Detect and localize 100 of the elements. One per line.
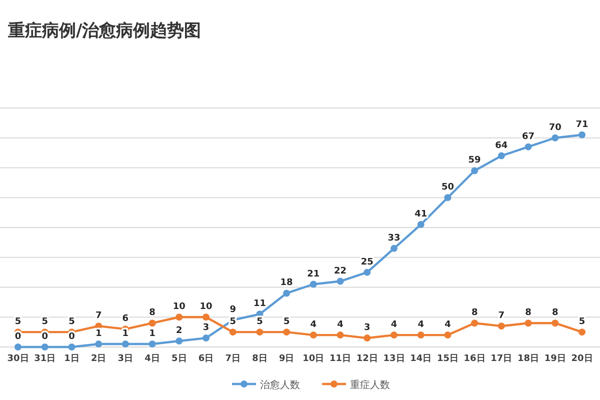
data-label: 3 <box>364 323 370 334</box>
data-label: 5 <box>42 317 48 328</box>
point <box>41 344 48 350</box>
data-label: 9 <box>230 305 236 316</box>
data-label: 7 <box>95 311 102 322</box>
point <box>578 328 586 336</box>
data-label: 4 <box>418 320 424 330</box>
data-label: 4 <box>390 320 398 330</box>
data-label: 1 <box>149 329 156 340</box>
point <box>390 244 398 252</box>
point <box>498 152 505 160</box>
point <box>364 334 371 342</box>
point <box>498 322 505 330</box>
data-label: 4 <box>444 320 451 330</box>
point <box>390 332 398 339</box>
data-label: 5 <box>256 317 263 328</box>
point <box>417 332 424 339</box>
data-label: 10 <box>172 302 186 312</box>
x-tick-label: 16日 <box>464 353 486 364</box>
x-tick-label: 9日 <box>278 353 294 364</box>
point <box>364 268 371 276</box>
data-label: 71 <box>576 120 588 130</box>
point <box>95 340 102 348</box>
data-label: 5 <box>68 317 75 328</box>
x-tick-label: 30日 <box>7 353 29 364</box>
x-tick-label: 13日 <box>383 353 405 364</box>
data-label: 41 <box>414 210 428 220</box>
data-label: 10 <box>200 302 212 312</box>
x-tick-label: 18日 <box>518 353 540 364</box>
data-label: 33 <box>388 233 400 244</box>
data-label: 0 <box>14 332 22 342</box>
point <box>176 314 183 321</box>
data-label: 59 <box>468 156 481 166</box>
data-label: 5 <box>578 317 586 328</box>
data-label: 5 <box>283 317 290 328</box>
point <box>122 340 129 348</box>
data-label: 5 <box>14 317 22 328</box>
data-label: 8 <box>552 308 558 318</box>
data-label: 22 <box>334 266 347 276</box>
point <box>310 332 317 339</box>
point <box>552 320 559 327</box>
x-tick-label: 10日 <box>302 353 324 364</box>
x-tick-label: 3日 <box>118 353 134 364</box>
data-label: 8 <box>525 308 532 318</box>
point <box>417 221 424 228</box>
legend-label: 治愈人数 <box>260 379 300 391</box>
x-tick-label: 19日 <box>544 353 566 364</box>
point <box>256 328 264 336</box>
data-label: 4 <box>337 320 344 330</box>
point <box>283 328 290 336</box>
point <box>68 344 76 350</box>
point <box>471 167 478 174</box>
data-label: 3 <box>202 323 210 334</box>
x-tick-label: 6日 <box>198 353 214 364</box>
data-label: 11 <box>253 299 266 310</box>
data-label: 67 <box>522 132 535 142</box>
chart-title: 重症病例/治愈病例趋势图 <box>7 21 202 41</box>
point <box>148 320 156 327</box>
point <box>444 194 452 202</box>
point <box>471 320 478 327</box>
point <box>578 131 586 138</box>
data-label: 21 <box>307 269 320 280</box>
x-tick-label: 4日 <box>144 353 160 364</box>
data-label: 6 <box>122 314 129 324</box>
x-tick-label: 20日 <box>571 353 593 364</box>
legend-label: 重症人数 <box>350 379 390 391</box>
x-tick-label: 14日 <box>410 353 432 364</box>
point <box>283 290 290 297</box>
data-label: 1 <box>122 329 129 340</box>
x-tick-label: 8日 <box>252 353 268 364</box>
x-tick-label: 11日 <box>330 353 352 364</box>
x-tick-label: 17日 <box>490 353 512 364</box>
point <box>552 134 559 142</box>
point <box>336 332 344 339</box>
data-label: 8 <box>471 308 478 318</box>
data-label: 0 <box>42 332 48 342</box>
data-label: 1 <box>95 329 102 340</box>
data-label: 8 <box>149 308 156 318</box>
point <box>524 143 532 150</box>
point <box>202 334 210 342</box>
point <box>310 280 317 288</box>
x-tick-label: 2日 <box>90 353 106 364</box>
data-label: 70 <box>548 122 562 133</box>
data-label: 7 <box>498 311 505 322</box>
point <box>176 338 183 345</box>
data-label: 0 <box>68 332 75 342</box>
point <box>444 332 452 339</box>
data-label: 4 <box>310 320 317 330</box>
data-label: 25 <box>360 257 374 268</box>
point <box>524 320 532 327</box>
point <box>202 314 210 321</box>
x-tick-label: 15日 <box>436 353 458 364</box>
point <box>229 328 236 336</box>
data-label: 2 <box>176 326 182 336</box>
x-tick-label: 7日 <box>225 353 240 364</box>
x-tick-label: 12日 <box>356 353 378 364</box>
data-label: 18 <box>280 278 293 288</box>
data-label: 50 <box>441 182 454 193</box>
data-label: 64 <box>495 140 508 151</box>
x-tick-label: 5日 <box>172 353 187 364</box>
